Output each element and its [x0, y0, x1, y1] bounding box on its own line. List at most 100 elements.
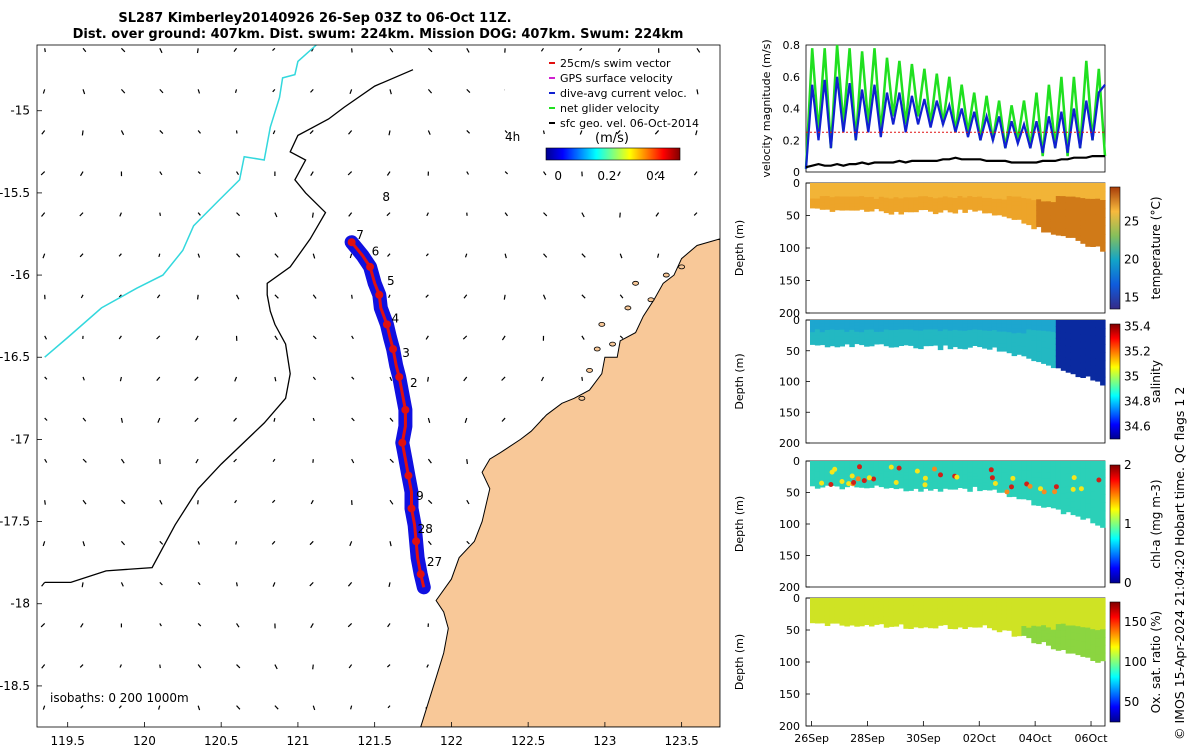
- chl-a-cell: [1046, 478, 1052, 485]
- oxygen-ylabel: Depth (m): [733, 634, 746, 690]
- chl-a-cell: [1046, 489, 1052, 496]
- vector-arrow: [389, 376, 393, 381]
- chl-a-cell: [869, 470, 875, 475]
- temperature-cell: [1026, 209, 1032, 215]
- temperature-cell: [972, 200, 978, 205]
- oxygen-cell: [1085, 635, 1091, 643]
- salinity-cell: [864, 333, 870, 337]
- salinity-cell: [864, 326, 870, 331]
- oxygen-cell: [908, 609, 914, 614]
- chl-a-point: [922, 482, 928, 488]
- chl-a-cell: [824, 482, 831, 486]
- salinity-cell: [937, 320, 944, 325]
- chl-a-cell: [903, 461, 909, 466]
- chl-a-cell: [814, 464, 821, 469]
- temperature-cell: [947, 186, 954, 191]
- temperature-cell: [898, 186, 904, 192]
- glider-track: [344, 235, 431, 595]
- velocity-y-tick: 0: [793, 166, 800, 179]
- chl-a-cell: [898, 464, 904, 469]
- salinity-y-tick: 100: [779, 376, 800, 389]
- chl-a-cell: [947, 461, 954, 466]
- chl-a-cell: [814, 477, 821, 482]
- vector-arrow: [464, 417, 468, 423]
- salinity-cell: [824, 343, 831, 348]
- chl-a-cell: [829, 476, 836, 480]
- vector-arrow: [693, 212, 698, 216]
- temperature-cell: [819, 183, 826, 187]
- oxygen-cell: [1100, 605, 1106, 615]
- oxygen-cell: [1031, 603, 1037, 610]
- oxygen-cell: [947, 620, 954, 626]
- chl-a-cell: [937, 461, 944, 466]
- salinity-cell: [859, 329, 865, 333]
- chl-a-cell: [1065, 480, 1072, 487]
- chl-a-cell: [996, 484, 1003, 489]
- oxygen-cell: [1100, 598, 1106, 607]
- chl-a-cell: [834, 482, 841, 487]
- oxygen-cell: [1021, 612, 1027, 618]
- oxygen-cell: [883, 608, 890, 614]
- temperature-cell: [977, 193, 983, 198]
- chl-a-cell: [903, 479, 909, 484]
- chl-a-cell: [982, 482, 988, 487]
- salinity-cell: [1090, 364, 1096, 373]
- chl-a-cell: [1050, 501, 1057, 509]
- temperature-cell: [928, 204, 934, 209]
- temperature-cell: [1100, 200, 1106, 210]
- chl-a-cell: [1060, 467, 1067, 475]
- oxygen-cell: [1001, 602, 1008, 607]
- chl-a-cell: [1055, 503, 1062, 510]
- temperature-cell: [839, 183, 845, 187]
- salinity-cell: [1060, 338, 1067, 346]
- chl-a-cell: [873, 461, 880, 465]
- chl-a-cell: [844, 461, 850, 465]
- temperature-cell: [1016, 187, 1022, 193]
- temperature-cell: [947, 197, 954, 202]
- chl-a-cell: [883, 481, 890, 486]
- chl-a-cell: [1065, 467, 1072, 475]
- chl-a-y-tick: 200: [779, 581, 800, 594]
- chl-a-point: [954, 474, 960, 480]
- chl-a-cell: [834, 470, 841, 475]
- oxygen-cell: [982, 611, 988, 616]
- oxygen-cell: [873, 614, 880, 619]
- vector-arrow: [197, 541, 200, 545]
- oxygen-cell: [1065, 611, 1072, 620]
- salinity-cb-tick: 35: [1124, 370, 1139, 384]
- colorbar-tick-label: 0.4: [646, 169, 665, 183]
- chl-a-cell: [849, 464, 855, 468]
- temperature-cell: [932, 205, 939, 211]
- vector-arrow: [581, 335, 585, 340]
- temperature-cell: [977, 186, 983, 191]
- salinity-cell: [1046, 320, 1052, 327]
- map-x-tick-label: 123.5: [664, 734, 698, 748]
- chl-a-cell: [1100, 494, 1106, 503]
- chl-a-cell: [878, 461, 885, 465]
- oxygen-cell: [1050, 642, 1057, 650]
- salinity-cell: [908, 326, 914, 331]
- temperature-cell: [903, 186, 909, 191]
- temperature-cell: [829, 193, 836, 198]
- salinity-cell: [1026, 348, 1032, 354]
- temperature-cell: [1080, 198, 1086, 207]
- chl-a-cell: [937, 464, 944, 470]
- chl-a-cell: [1021, 470, 1027, 476]
- oxygen-cell: [918, 612, 924, 618]
- salinity-cell: [947, 330, 954, 335]
- temperature-cell: [824, 192, 831, 197]
- salinity-cell: [1065, 365, 1072, 373]
- salinity-cell: [957, 330, 963, 335]
- vector-arrow: [387, 253, 391, 257]
- land-area: [420, 238, 720, 727]
- temperature-cell: [1090, 183, 1096, 192]
- chl-a-cell: [967, 483, 973, 488]
- vector-arrow: [272, 582, 276, 587]
- chl-a-cell: [982, 464, 988, 469]
- oxygen-cell: [1060, 617, 1067, 625]
- salinity-cell: [972, 332, 978, 337]
- chl-a-cell: [1021, 479, 1027, 486]
- chl-a-cell: [1050, 484, 1057, 491]
- oxygen-cell: [1095, 598, 1101, 607]
- oxygen-cell: [854, 612, 860, 617]
